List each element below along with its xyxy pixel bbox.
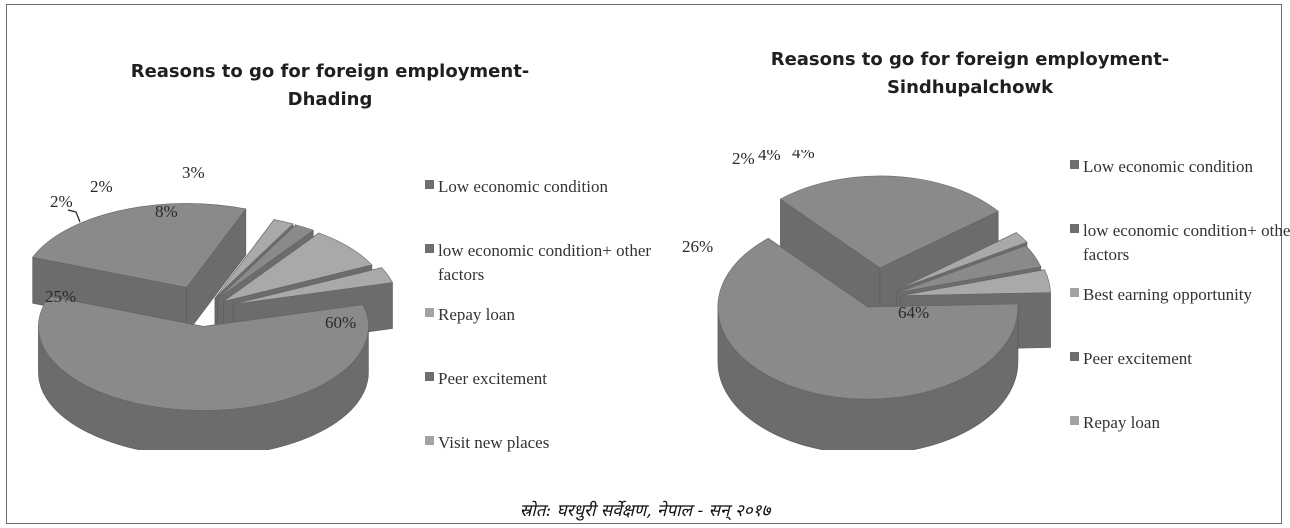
legend-label: Peer excitement [438,367,547,391]
pie-chart-dhading: 60% 25% 2% 2% 8% 3% [32,163,393,450]
pie-slice-top [897,232,1028,290]
pie-data-label: 2% [50,192,73,211]
legend-swatch [1070,288,1079,297]
leader-line [67,209,81,223]
pie-slice-top [779,175,999,269]
legend-label: low economic condition+ other factors [438,239,651,287]
legend-sindhupalchowk: Low economic condition low economic condi… [1070,155,1290,445]
pie-data-label: 25% [45,287,76,306]
pie-slice-top [896,245,1042,294]
pie-slice [32,203,247,335]
pie-slice [717,237,1019,450]
pie-data-label: 4% [758,150,781,164]
pie-data-label: 2% [90,177,113,196]
legend-label: Repay loan [1083,411,1160,435]
legend-label-line: Repay loan [1083,413,1160,432]
pie-slice-top [717,237,1019,400]
pie-slice-top [217,224,314,300]
legend-swatch [1070,352,1079,361]
chart-title-sindhupalchowk-line-1: Reasons to go for foreign employment- [770,49,1170,70]
chart-title-sindhupalchowk-line-2: Sindhupalchowk [886,77,1054,98]
legend-label: Low economic condition [1083,155,1253,179]
figure-frame [6,4,1282,524]
legend-swatch [425,244,434,253]
legend-label: Visit new places [438,431,549,455]
legend-label-line: low economic condition+ other [1083,221,1290,240]
chart-title-dhading-line-1: Reasons to go for foreign employment- [130,61,530,82]
chart-title-sindhupalchowk: Reasons to go for foreign employment- Si… [760,46,1180,102]
chart-title-dhading: Reasons to go for foreign employment- Dh… [120,58,540,114]
pie-slice-top [900,269,1051,297]
legend-swatch [425,436,434,445]
pie-slice-top [38,296,369,411]
legend-label: Low economic condition [438,175,608,199]
legend-swatch [1070,224,1079,233]
legend-label: Repay loan [438,303,515,327]
legend-swatch [425,180,434,189]
legend-label: low economic condition+ other factors [1083,219,1290,267]
pie-data-label: 64% [898,303,929,322]
source-note: स्रोत: घरधुरी सर्वेक्षण, नेपाल - सन् २०१… [519,501,771,521]
pie-data-label: 2% [732,150,755,168]
legend-label-line: Low economic condition [1083,157,1253,176]
legend-swatch [425,308,434,317]
legend-swatch [425,372,434,381]
legend-label-line: Repay loan [438,305,515,324]
pie-slice-top [214,219,294,299]
pie-data-label: 3% [182,163,205,182]
pie-slice [38,296,369,450]
pie-slice-top [223,232,373,302]
pie-data-label: 60% [325,313,356,332]
legend-label: Best earning opportunity [1083,283,1252,307]
chart-title-dhading-line-2: Dhading [287,89,373,110]
legend-label-line: factors [1083,245,1130,264]
legend-label-line: Peer excitement [1083,349,1193,368]
pie-chart-sindhupalchowk: 64%26%2% 4% 4% [682,150,1051,450]
pie-data-label: 8% [155,202,178,221]
legend-label-line: Visit new places [438,433,550,452]
legend-swatch [1070,416,1079,425]
legend-label: Peer excitement [1083,347,1192,371]
legend-label-line: Low economic condition [438,177,608,196]
legend-label-line: Best earning opportunity [1083,285,1253,304]
pie-data-label: 26% [682,237,713,256]
pie-data-label: 4% [792,150,815,162]
pie-slice-top [32,203,247,288]
pie-slice-top [233,267,393,305]
legend-label-line: low economic condition+ other [438,241,652,260]
legend-swatch [1070,160,1079,169]
legend-label-line: factors [438,265,485,284]
legend-dhading: Low economic condition low economic condi… [425,175,655,465]
legend-label-line: Peer excitement [438,369,548,388]
